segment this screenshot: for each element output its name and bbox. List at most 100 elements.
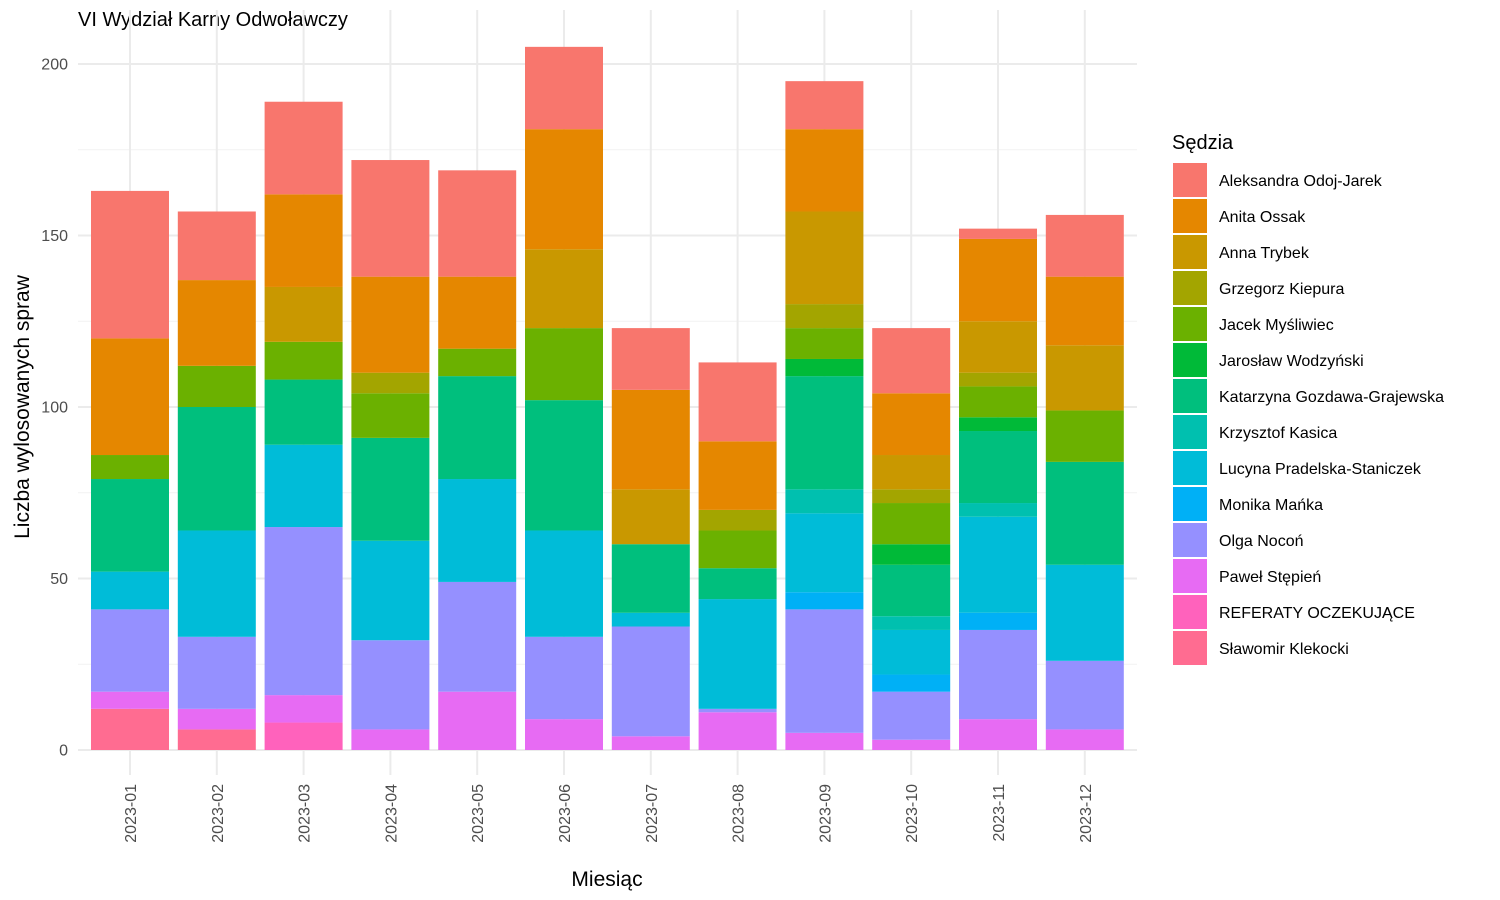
- legend-key: [1173, 631, 1207, 665]
- bar-segment: [611, 626, 690, 737]
- bar-segment: [872, 544, 951, 565]
- legend-key: [1173, 415, 1207, 449]
- bar-segment: [1045, 564, 1124, 661]
- legend: Sędzia Aleksandra Odoj-Jarek Anita Ossak A…: [1172, 132, 1444, 665]
- legend-label: Grzegorz Kiepura: [1219, 281, 1344, 298]
- bar-segment: [959, 238, 1037, 322]
- bar-segment: [438, 479, 517, 582]
- bar-segment: [698, 441, 777, 510]
- bar-segment: [264, 194, 343, 287]
- bar-segment: [698, 509, 777, 531]
- bar-segment: [785, 592, 864, 610]
- bar-segment: [1045, 461, 1124, 565]
- bar-segment: [177, 280, 256, 366]
- bar-segment: [177, 636, 256, 709]
- bar-segment: [785, 304, 864, 329]
- legend-key: [1173, 451, 1207, 485]
- bar-segment: [177, 407, 256, 531]
- x-tick-label: 2023-02: [210, 784, 227, 843]
- y-tick-label: 150: [41, 228, 68, 245]
- legend-label: Olga Nocoń: [1219, 533, 1304, 550]
- bar-segment: [785, 328, 864, 359]
- legend-label: Anita Ossak: [1219, 209, 1306, 226]
- bar-segment: [91, 338, 169, 456]
- bar-segment: [177, 708, 256, 730]
- bar-segment: [525, 46, 603, 130]
- x-tick-label: 2023-12: [1078, 784, 1095, 843]
- legend-key: [1173, 163, 1207, 197]
- bar-segment: [959, 321, 1037, 373]
- bar-segment: [698, 568, 777, 600]
- bar-segment: [351, 729, 430, 750]
- y-tick-label: 200: [41, 57, 68, 74]
- bar-segment: [959, 629, 1037, 720]
- bar-segment: [91, 571, 169, 610]
- bar-segment: [525, 719, 603, 750]
- bar-segment: [91, 455, 169, 480]
- x-tick-label: 2023-07: [644, 784, 661, 843]
- bar-segment: [91, 691, 169, 709]
- y-tick-label: 100: [41, 400, 68, 417]
- bar-segment: [872, 328, 951, 394]
- legend-label: Anna Trybek: [1219, 245, 1310, 262]
- y-axis-title: Liczba wylosowanych spraw: [11, 274, 34, 539]
- bar-segment: [264, 444, 343, 528]
- bar-segment: [698, 362, 777, 442]
- bar-segment: [785, 129, 864, 212]
- bar-segment: [264, 286, 343, 342]
- bar-segment: [351, 393, 430, 438]
- bar-segment: [872, 629, 951, 675]
- y-tick-label: 0: [59, 743, 68, 760]
- bar-segment: [438, 376, 517, 480]
- bar-segment: [959, 516, 1037, 613]
- bar-segment: [1045, 729, 1124, 750]
- legend-key: [1173, 523, 1207, 557]
- bar-segment: [785, 211, 864, 305]
- bar-segment: [91, 609, 169, 692]
- bar-segment: [264, 101, 343, 195]
- bar-segment: [785, 358, 864, 377]
- bar-segment: [872, 564, 951, 617]
- bar-segment: [611, 736, 690, 750]
- bar-segment: [1045, 660, 1124, 730]
- bar-segment: [525, 129, 603, 250]
- bar-segment: [525, 249, 603, 329]
- legend-label: Sławomir Klekocki: [1219, 641, 1349, 658]
- bar-segment: [698, 599, 777, 709]
- y-tick-label: 50: [50, 571, 68, 588]
- bar-segment: [91, 190, 169, 339]
- bar-segment: [351, 640, 430, 730]
- bar-segment: [785, 732, 864, 750]
- bar-segment: [525, 636, 603, 720]
- bar-segment: [264, 695, 343, 723]
- bar-segment: [177, 729, 256, 750]
- bar-segment: [611, 389, 690, 490]
- bar-segment: [785, 513, 864, 593]
- legend-label: Paweł Stępień: [1219, 569, 1321, 586]
- bar-segment: [611, 489, 690, 545]
- bar-segment: [438, 170, 517, 277]
- bar-segment: [872, 691, 951, 740]
- legend-label: Jarosław Wodzyński: [1219, 353, 1364, 370]
- legend-label: Monika Mańka: [1219, 497, 1323, 514]
- bar-segment: [611, 612, 690, 627]
- legend-title: Sędzia: [1172, 132, 1234, 154]
- bar-segment: [438, 348, 517, 377]
- legend-label: Lucyna Pradelska-Staniczek: [1219, 461, 1422, 478]
- bar-segment: [959, 503, 1037, 517]
- x-tick-label: 2023-03: [297, 784, 314, 843]
- bar-segment: [351, 437, 430, 541]
- bar-segment: [177, 211, 256, 281]
- legend-key: [1173, 595, 1207, 629]
- bar-segment: [525, 400, 603, 531]
- bar-segment: [959, 719, 1037, 750]
- x-tick-label: 2023-09: [817, 784, 834, 843]
- bar-segment: [438, 276, 517, 349]
- bar-segment: [959, 228, 1037, 239]
- bar-segment: [872, 393, 951, 456]
- bar-segment: [264, 527, 343, 696]
- x-tick-label: 2023-11: [991, 784, 1008, 842]
- legend-key: [1173, 199, 1207, 233]
- bar-segment: [959, 372, 1037, 387]
